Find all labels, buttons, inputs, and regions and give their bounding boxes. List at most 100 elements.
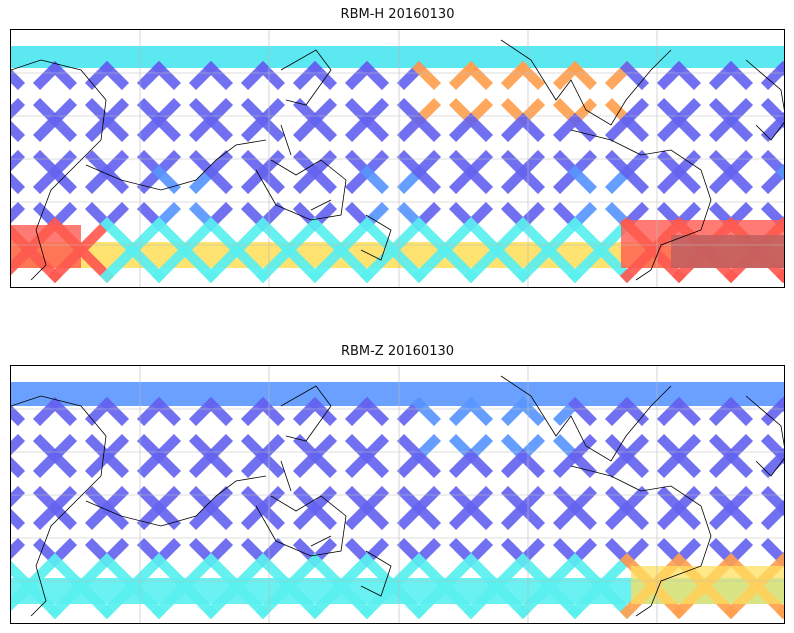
coastline-rbm-z <box>570 465 712 617</box>
swath-rbm-z <box>775 551 784 568</box>
data-gap-rbm-z <box>66 519 96 549</box>
data-gap-rbm-z <box>534 519 564 549</box>
map-panel-rbm-z <box>10 365 785 624</box>
data-gap-rbm-z <box>326 519 356 549</box>
north-band-highlight-rbm-h <box>11 46 784 68</box>
coastline-rbm-z <box>500 375 672 462</box>
gridlines-rbm-h <box>11 30 784 287</box>
swath-rbm-z <box>255 552 323 620</box>
gap-layer-rbm-h <box>14 79 772 213</box>
coastline-rbm-h <box>280 49 332 106</box>
data-gap-rbm-h <box>14 183 44 213</box>
data-gap-rbm-z <box>482 415 512 445</box>
data-gap-rbm-z <box>690 467 720 497</box>
data-gap-rbm-h <box>274 183 304 213</box>
high-patch-west-rbm-h <box>11 225 81 268</box>
coastline-rbm-h <box>500 39 672 126</box>
swath-rbm-z <box>775 499 784 516</box>
data-gap-rbm-z <box>534 415 564 445</box>
data-gap-rbm-z <box>534 467 564 497</box>
coastlines-rbm-h <box>11 39 784 281</box>
coastline-rbm-h <box>360 214 392 261</box>
swath-rbm-h <box>775 112 784 129</box>
data-gap-rbm-h <box>690 79 720 109</box>
swath-rbm-h <box>151 216 219 284</box>
data-gap-rbm-z <box>118 467 148 497</box>
data-gap-rbm-z <box>378 519 408 549</box>
swath-rbm-z <box>11 552 63 612</box>
swath-rbm-z <box>775 396 784 413</box>
data-gap-rbm-z <box>66 415 96 445</box>
coastline-rbm-z <box>280 385 332 442</box>
data-gap-rbm-z <box>326 467 356 497</box>
data-gap-rbm-z <box>118 519 148 549</box>
swath-rbm-h <box>775 60 784 77</box>
data-gap-rbm-h <box>638 183 668 213</box>
swath-rbm-h <box>567 216 635 284</box>
coastline-rbm-z <box>310 535 332 547</box>
data-gap-rbm-z <box>222 415 252 445</box>
swath-rbm-h <box>411 216 479 284</box>
swath-rbm-h <box>775 163 784 180</box>
gridlines-rbm-z <box>11 366 784 623</box>
data-gap-rbm-z <box>170 467 200 497</box>
extreme-patch-south-rbm-h <box>671 235 784 268</box>
swath-layer-rbm-h <box>11 46 784 284</box>
swath-rbm-z <box>775 500 784 517</box>
coastlines-rbm-z <box>11 375 784 617</box>
swath-rbm-z <box>463 552 531 620</box>
data-gap-rbm-h <box>14 79 44 109</box>
data-gap-rbm-h <box>482 79 512 109</box>
data-gap-rbm-h <box>586 79 616 109</box>
data-gap-rbm-z <box>690 415 720 445</box>
data-gap-rbm-z <box>274 415 304 445</box>
data-gap-rbm-z <box>274 519 304 549</box>
data-gap-rbm-h <box>638 131 668 161</box>
data-gap-rbm-h <box>326 183 356 213</box>
coastline-rbm-h <box>255 159 347 221</box>
data-gap-rbm-h <box>742 183 772 213</box>
data-gap-rbm-z <box>482 467 512 497</box>
data-gap-rbm-h <box>66 79 96 109</box>
data-gap-rbm-h <box>586 183 616 213</box>
data-gap-rbm-z <box>690 519 720 549</box>
data-gap-rbm-z <box>482 519 512 549</box>
map-canvas-rbm-h <box>11 30 784 287</box>
swath-rbm-z <box>307 552 375 620</box>
swath-rbm-z <box>775 447 784 464</box>
data-gap-rbm-h <box>274 79 304 109</box>
data-gap-rbm-z <box>170 519 200 549</box>
swath-rbm-h <box>775 164 784 181</box>
swath-rbm-h <box>359 216 427 284</box>
panel-title-rbm-h: RBM-H 20160130 <box>340 7 455 22</box>
data-gap-rbm-h <box>430 131 460 161</box>
data-gap-rbm-h <box>170 183 200 213</box>
data-gap-rbm-z <box>378 415 408 445</box>
data-gap-rbm-h <box>118 79 148 109</box>
swath-rbm-z <box>359 552 427 620</box>
data-gap-rbm-h <box>430 183 460 213</box>
data-gap-rbm-z <box>378 467 408 497</box>
data-gap-rbm-h <box>742 131 772 161</box>
swath-layer-rbm-z <box>11 382 784 620</box>
coastline-rbm-z <box>360 550 392 597</box>
swath-rbm-h <box>463 216 531 284</box>
data-gap-rbm-z <box>742 467 772 497</box>
swath-rbm-h <box>99 216 167 284</box>
swath-rbm-z <box>567 552 635 620</box>
data-gap-rbm-z <box>586 467 616 497</box>
swath-rbm-h <box>515 216 583 284</box>
data-gap-rbm-z <box>430 415 460 445</box>
swath-rbm-h <box>307 216 375 284</box>
data-gap-rbm-h <box>482 183 512 213</box>
data-gap-rbm-h <box>222 79 252 109</box>
data-gap-rbm-h <box>274 131 304 161</box>
data-gap-rbm-h <box>326 79 356 109</box>
data-gap-rbm-z <box>742 415 772 445</box>
data-gap-rbm-h <box>586 131 616 161</box>
data-gap-rbm-z <box>742 519 772 549</box>
data-gap-rbm-z <box>430 467 460 497</box>
data-gap-rbm-z <box>14 467 44 497</box>
coastline-rbm-h <box>11 59 107 281</box>
data-gap-rbm-h <box>14 131 44 161</box>
